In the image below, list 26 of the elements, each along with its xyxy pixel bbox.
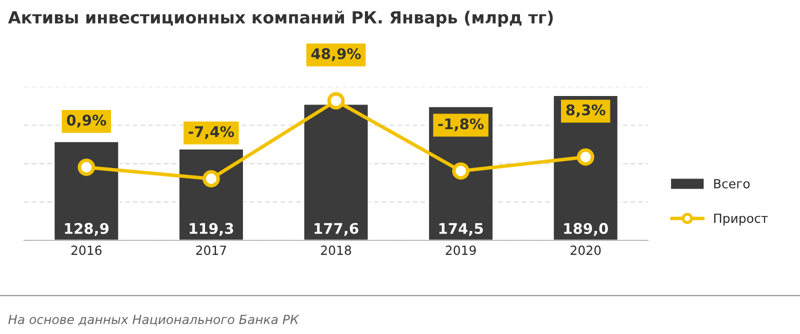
data-label: 48,9% — [311, 48, 361, 62]
data-label: 189,0 — [564, 222, 608, 236]
data-label: 174,5 — [439, 223, 483, 236]
x-tick-label: 2017 — [196, 246, 226, 256]
data-label: -1,8% — [438, 118, 484, 132]
bar — [178, 148, 244, 240]
x-tick-label: 2020 — [570, 246, 601, 256]
x-tick-label: 2016 — [71, 246, 102, 256]
point — [202, 170, 220, 188]
legend-label: Прирост — [714, 214, 768, 226]
bar — [53, 140, 120, 240]
text: На основе данных Национального Банка РК — [8, 314, 300, 326]
data-label: 177,6 — [314, 222, 358, 236]
data-label: 0,9% — [66, 114, 106, 128]
data-label: 128,9 — [64, 222, 109, 236]
x-tick-label: 2019 — [446, 246, 476, 256]
data-label: 8,3% — [566, 104, 606, 118]
data-label: 119,3 — [190, 222, 234, 236]
data-label: -7,4% — [188, 126, 234, 140]
chart-title: Активы инвестиционных компаний РК. Январь (млрд тг) — [8, 10, 553, 27]
x-tick-label: 2018 — [321, 246, 352, 256]
point — [78, 158, 96, 176]
point — [576, 148, 594, 166]
legend-label: Всего — [714, 179, 750, 188]
point — [327, 92, 345, 110]
point — [452, 162, 470, 180]
